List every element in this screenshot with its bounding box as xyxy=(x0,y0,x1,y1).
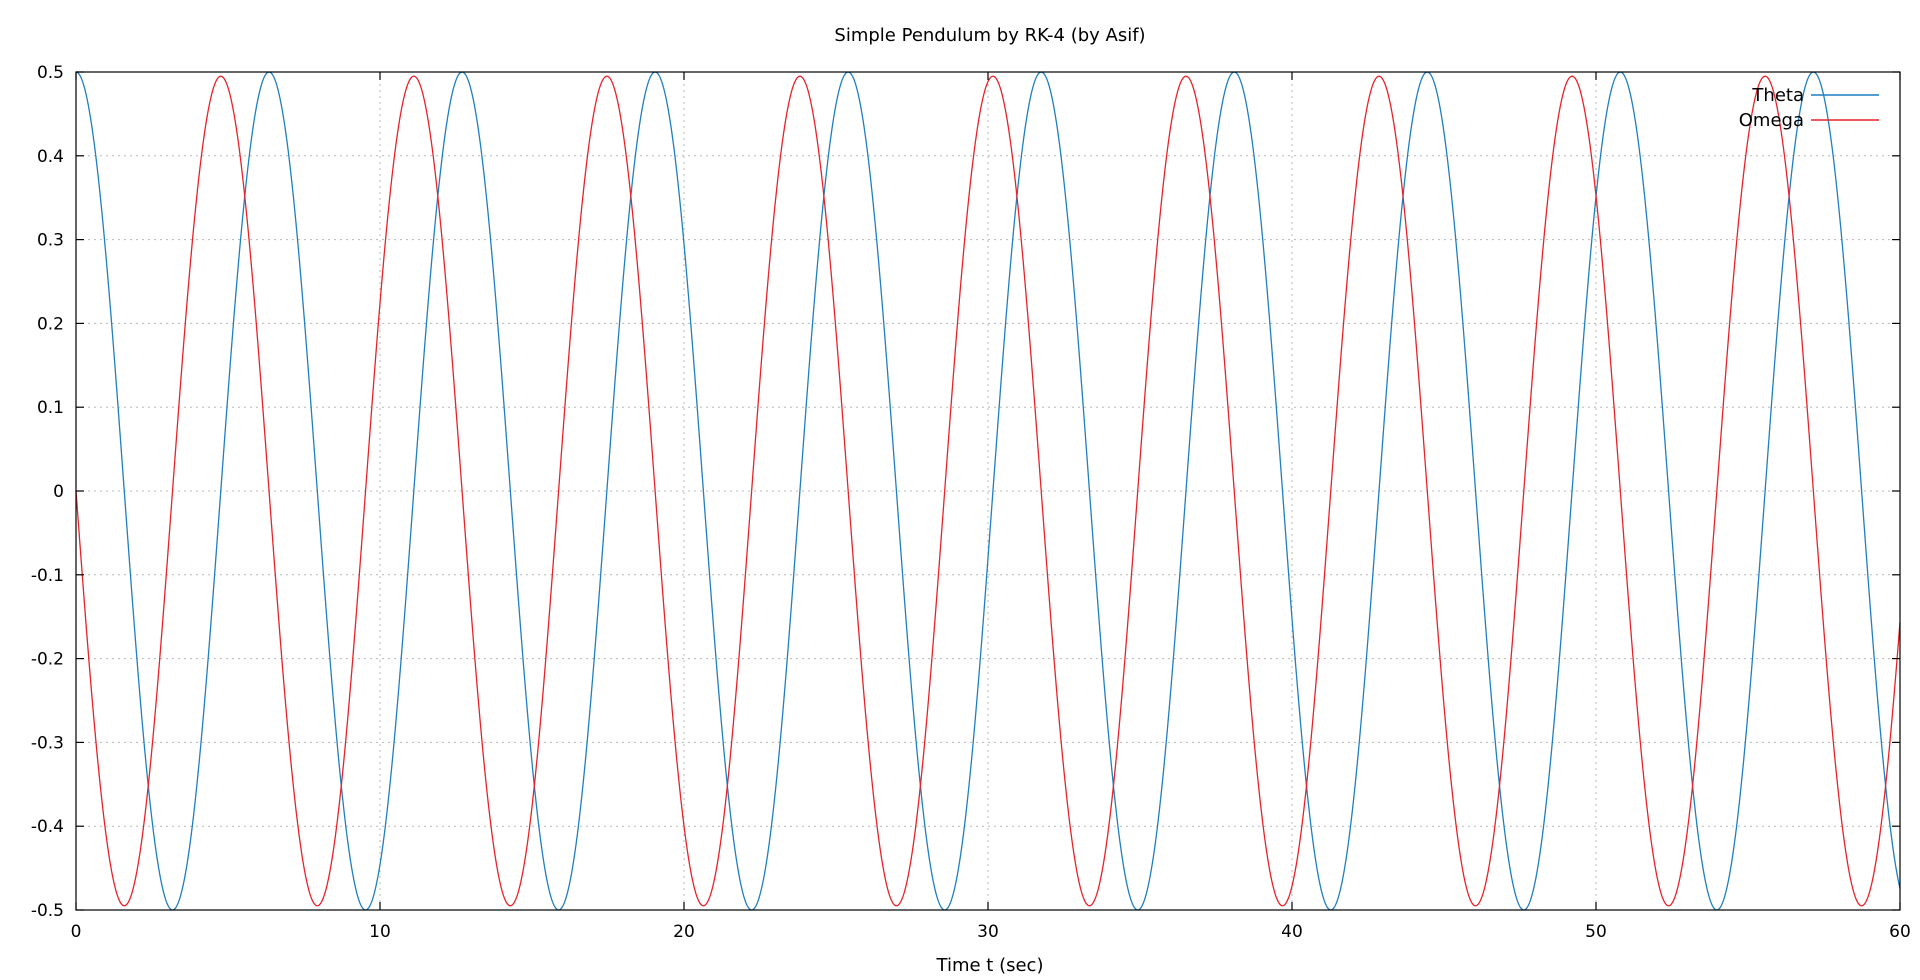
x-tick-label: 60 xyxy=(1889,922,1911,942)
y-tick-label: -0.1 xyxy=(31,566,64,586)
x-tick-labels: 0 10 20 30 40 50 60 xyxy=(71,922,1911,942)
y-tick-label: -0.2 xyxy=(31,650,64,670)
x-tick-label: 40 xyxy=(1281,922,1303,942)
y-tick-label: 0.1 xyxy=(37,398,64,418)
y-tick-label: 0 xyxy=(53,482,64,502)
series-line-omega xyxy=(75,75,1901,907)
y-tick-label: 0.2 xyxy=(37,314,64,334)
series-layer xyxy=(75,71,1901,911)
axis-ticks xyxy=(75,71,1901,911)
x-tick-label: 30 xyxy=(977,922,999,942)
y-tick-labels: 0.5 0.4 0.3 0.2 0.1 0 -0.1 -0.2 -0.3 -0.4 -0.5 xyxy=(31,63,64,921)
y-tick-label: 0.3 xyxy=(37,231,64,251)
legend: Theta Omega xyxy=(1739,85,1879,131)
grid-lines xyxy=(76,72,1900,910)
x-axis-title: Time t (sec) xyxy=(936,955,1044,976)
legend-label-theta: Theta xyxy=(1751,85,1804,106)
x-tick-label: 20 xyxy=(673,922,695,942)
chart-title: Simple Pendulum by RK-4 (by Asif) xyxy=(834,25,1145,46)
y-tick-label: 0.4 xyxy=(37,147,64,167)
x-tick-label: 50 xyxy=(1585,922,1607,942)
y-tick-label: -0.3 xyxy=(31,733,64,753)
x-tick-label: 10 xyxy=(369,922,391,942)
y-tick-label: -0.4 xyxy=(31,817,64,837)
y-tick-label: 0.5 xyxy=(37,63,64,83)
legend-label-omega: Omega xyxy=(1739,110,1804,131)
x-tick-label: 0 xyxy=(71,922,82,942)
y-tick-label: -0.5 xyxy=(31,901,64,921)
